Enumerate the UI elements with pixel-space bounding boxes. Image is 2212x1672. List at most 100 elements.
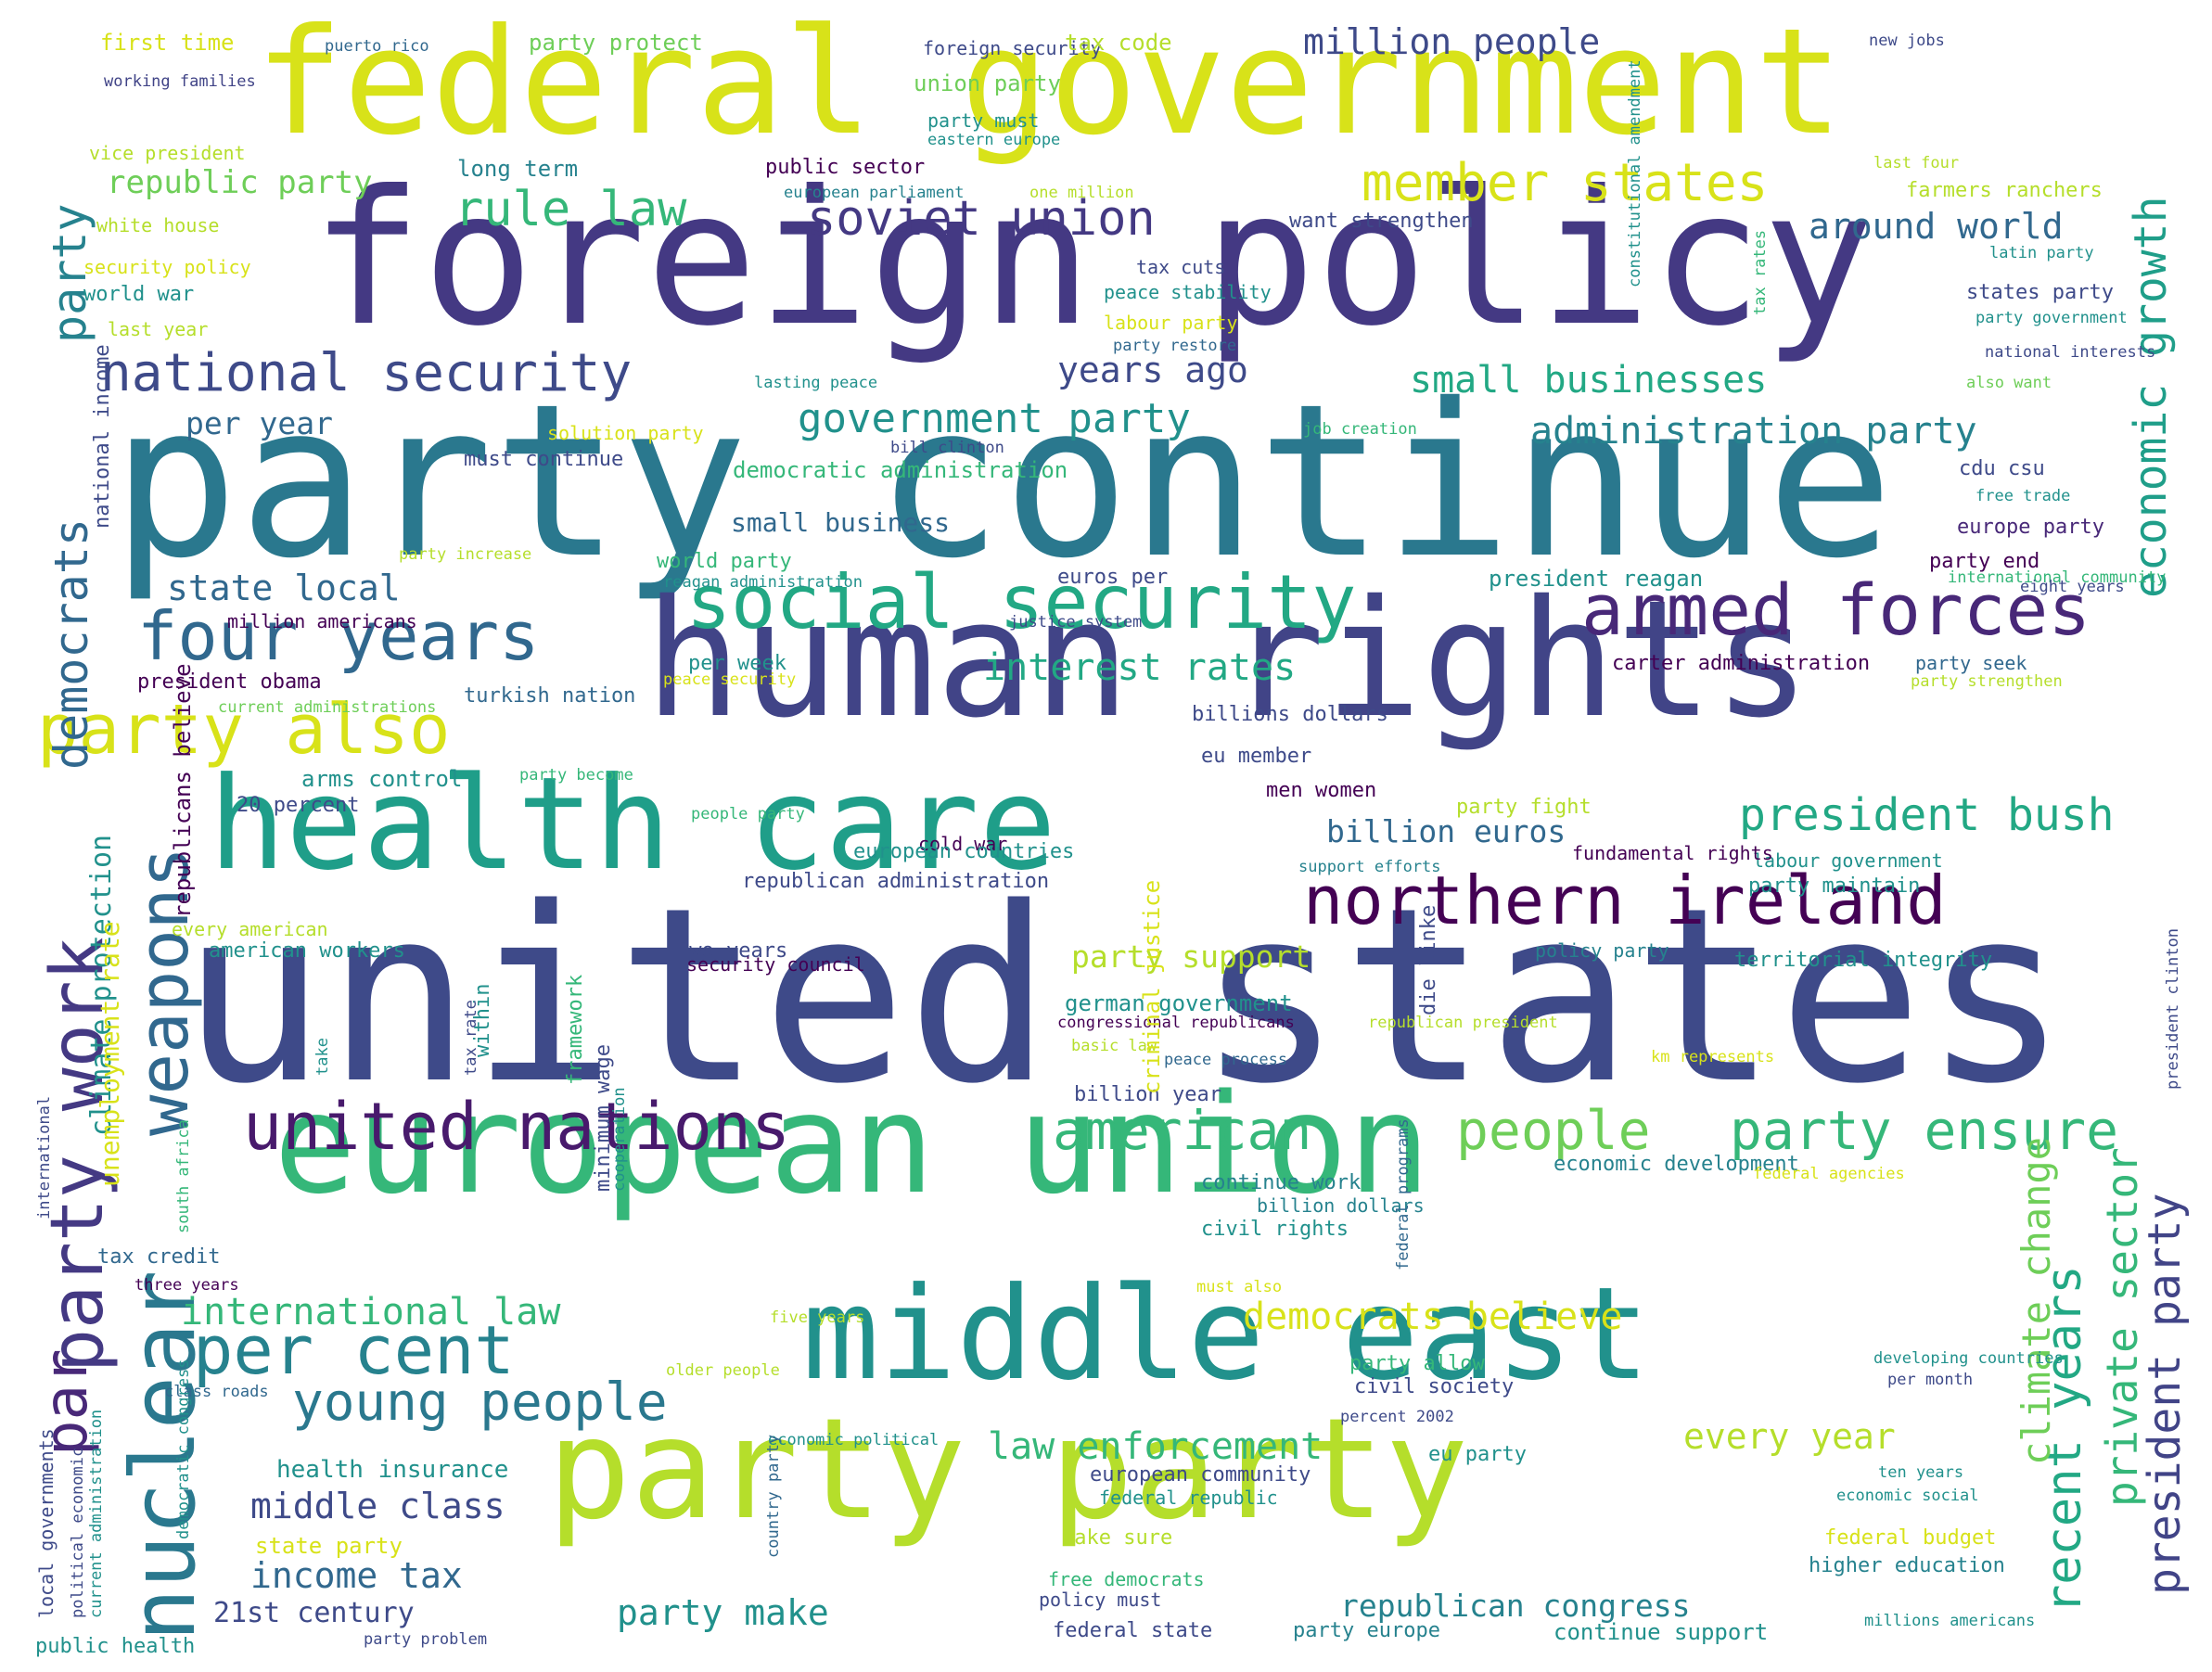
cloud-word: per week — [688, 652, 786, 675]
cloud-word: small businesses — [1410, 359, 1768, 402]
cloud-word: older people — [666, 1361, 780, 1380]
cloud-word: party problem — [364, 1630, 488, 1649]
cloud-word: federal state — [1053, 1619, 1213, 1642]
cloud-word: civil rights — [1201, 1218, 1349, 1241]
cloud-word: peace stability — [1104, 281, 1272, 303]
cloud-word: national income — [91, 344, 114, 529]
cloud-word: party strengthen — [1911, 672, 2063, 691]
cloud-word: law enforcement — [988, 1425, 1323, 1468]
cloud-word: billions dollars — [1192, 703, 1388, 726]
cloud-word: congressional republicans — [1057, 1014, 1295, 1032]
cloud-word: republican administration — [742, 870, 1050, 893]
cloud-word: long term — [457, 156, 579, 182]
cloud-word: state local — [167, 568, 401, 608]
cloud-word: support efforts — [1298, 858, 1441, 876]
cloud-word: farmers ranchers — [1906, 179, 2103, 202]
cloud-word: current administrations — [218, 698, 437, 717]
cloud-word: arms control — [301, 766, 463, 792]
cloud-word: lasting peace — [754, 374, 878, 392]
cloud-word: years ago — [1057, 350, 1248, 390]
cloud-word: party protect — [529, 30, 703, 56]
cloud-word: europe party — [1957, 516, 2104, 539]
cloud-word: states party — [1966, 281, 2114, 304]
cloud-word: public sector — [765, 156, 926, 179]
cloud-word: rule law — [454, 182, 687, 237]
cloud-word: european union — [274, 1065, 1431, 1224]
cloud-word: labour party — [1104, 312, 1238, 334]
cloud-word: basic law — [1071, 1037, 1157, 1055]
cloud-word: economic development — [1554, 1153, 1799, 1176]
cloud-word: euros per — [1057, 566, 1169, 589]
cloud-word: south africa — [174, 1119, 193, 1233]
cloud-word: billion dollars — [1257, 1194, 1425, 1217]
cloud-word: ten years — [1878, 1463, 1964, 1482]
cloud-word: democrats — [45, 518, 98, 770]
cloud-word: millions americans — [1864, 1612, 2036, 1630]
cloud-word: men women — [1266, 779, 1377, 802]
cloud-word: democrats believe — [1243, 1295, 1623, 1338]
cloud-word: party end — [1929, 550, 2040, 573]
cloud-word: federal agencies — [1753, 1165, 1905, 1183]
cloud-word: local governments — [35, 1428, 58, 1618]
cloud-word: democratic administration — [733, 457, 1068, 483]
cloud-word: party continue — [111, 358, 1894, 605]
cloud-word: party become — [519, 766, 633, 785]
cloud-word: million people — [1303, 21, 1601, 62]
cloud-word: social security — [686, 559, 1357, 645]
cloud-word: people — [1456, 1099, 1651, 1162]
cloud-word: tax rates — [1751, 229, 1770, 315]
cloud-word: free democrats — [1048, 1568, 1205, 1590]
cloud-word: want strengthen — [1289, 210, 1474, 233]
cloud-word: people party — [691, 805, 805, 823]
cloud-word: policy party — [1535, 939, 1669, 962]
cloud-word: last year — [108, 318, 209, 340]
cloud-word: fundamental rights — [1572, 842, 1773, 864]
cloud-word: two years — [677, 939, 788, 963]
cloud-word: latin party — [1989, 244, 2094, 262]
cloud-word: unemployment rate — [95, 921, 125, 1187]
cloud-word: president party — [2139, 1193, 2191, 1595]
cloud-word: tax code — [1065, 30, 1172, 56]
cloud-word: three years — [134, 1276, 239, 1295]
cloud-word: health insurance — [276, 1456, 509, 1484]
cloud-word: eu party — [1428, 1443, 1527, 1466]
cloud-word: federal programs — [1394, 1118, 1413, 1270]
cloud-word: party europe — [1293, 1619, 1440, 1642]
cloud-word: young people — [292, 1372, 668, 1433]
cloud-word: middle east — [802, 1259, 1650, 1409]
cloud-word: republicans believe — [170, 663, 196, 918]
cloud-word: must continue — [464, 448, 624, 471]
cloud-word: international law — [181, 1291, 561, 1334]
cloud-word: world party — [657, 550, 792, 573]
cloud-word: party maintain — [1748, 874, 1921, 898]
cloud-word: economic growth — [2125, 196, 2177, 598]
cloud-word: solution party — [547, 422, 704, 444]
cloud-word: working families — [104, 72, 256, 91]
cloud-word: eight years — [2020, 578, 2125, 596]
cloud-word: higher education — [1809, 1554, 2005, 1577]
cloud-word: million americans — [227, 610, 417, 632]
cloud-word: european community — [1090, 1463, 1311, 1487]
cloud-word: first time — [100, 30, 235, 56]
cloud-word: billion euros — [1326, 813, 1566, 849]
cloud-word: tax cuts — [1136, 256, 1226, 278]
cloud-word: united nations — [243, 1089, 791, 1165]
cloud-word: civil society — [1354, 1375, 1515, 1398]
cloud-word: percent 2002 — [1340, 1408, 1454, 1426]
cloud-word: must also — [1196, 1278, 1283, 1296]
cloud-word: foreign policy — [311, 151, 1874, 367]
cloud-word: puerto rico — [325, 37, 429, 56]
cloud-word: party fight — [1456, 796, 1592, 819]
cloud-word: party ensure — [1730, 1099, 2119, 1162]
cloud-word: northern ireland — [1303, 862, 1947, 939]
cloud-word: billion year — [1074, 1083, 1221, 1106]
cloud-word: party seek — [1915, 652, 2027, 674]
cloud-word: 20 percent — [237, 794, 360, 817]
cloud-word: km represents — [1651, 1048, 1775, 1066]
cloud-word: party make — [617, 1592, 829, 1633]
cloud-word: justice system — [1009, 613, 1143, 632]
cloud-word: policy must — [1039, 1589, 1162, 1611]
cloud-word: five years — [770, 1308, 865, 1327]
cloud-word: republic party — [107, 164, 373, 201]
